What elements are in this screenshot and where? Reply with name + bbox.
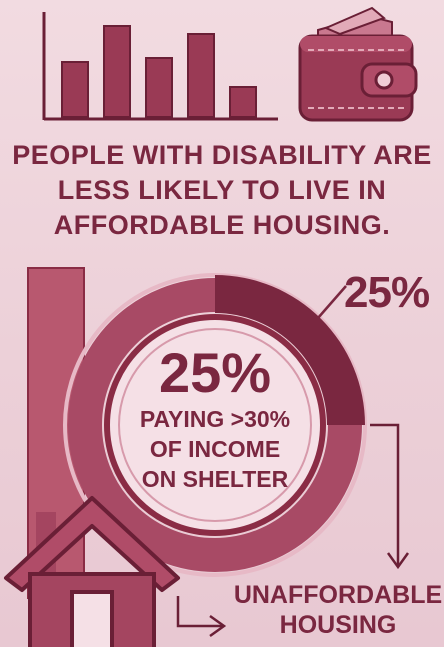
center-caption-line-1: PAYING >30% [139,406,291,432]
callout-percent: 25% [344,268,430,317]
house-icon [4,496,180,647]
center-caption-line-3: ON SHELTER [141,466,289,492]
headline-line-1: PEOPLE WITH DISABILITY ARE [12,140,432,170]
headline-line-3: AFFORDABLE HOUSING. [53,210,391,240]
ring-highlight-segment [215,275,365,425]
unaffordable-label-line-2: HOUSING [279,611,397,639]
callout-line [317,285,347,319]
wallet-icon [298,6,418,122]
headline-line-2: LESS LIKELY TO LIVE IN [57,175,387,205]
arrow-down-icon [370,423,410,570]
center-caption-line-2: OF INCOME [149,436,281,462]
headline: PEOPLE WITH DISABILITY ARE LESS LIKELY T… [0,138,444,243]
center-caption: PAYING >30% OF INCOME ON SHELTER [110,404,320,494]
unaffordable-housing-label: UNAFFORDABLE HOUSING [232,580,444,640]
unaffordable-label-line-1: UNAFFORDABLE [233,581,443,609]
donut-ring [63,273,367,577]
arrow-right-icon [176,596,227,638]
center-percent: 25% [158,341,272,404]
bar-chart-icon [42,12,278,121]
